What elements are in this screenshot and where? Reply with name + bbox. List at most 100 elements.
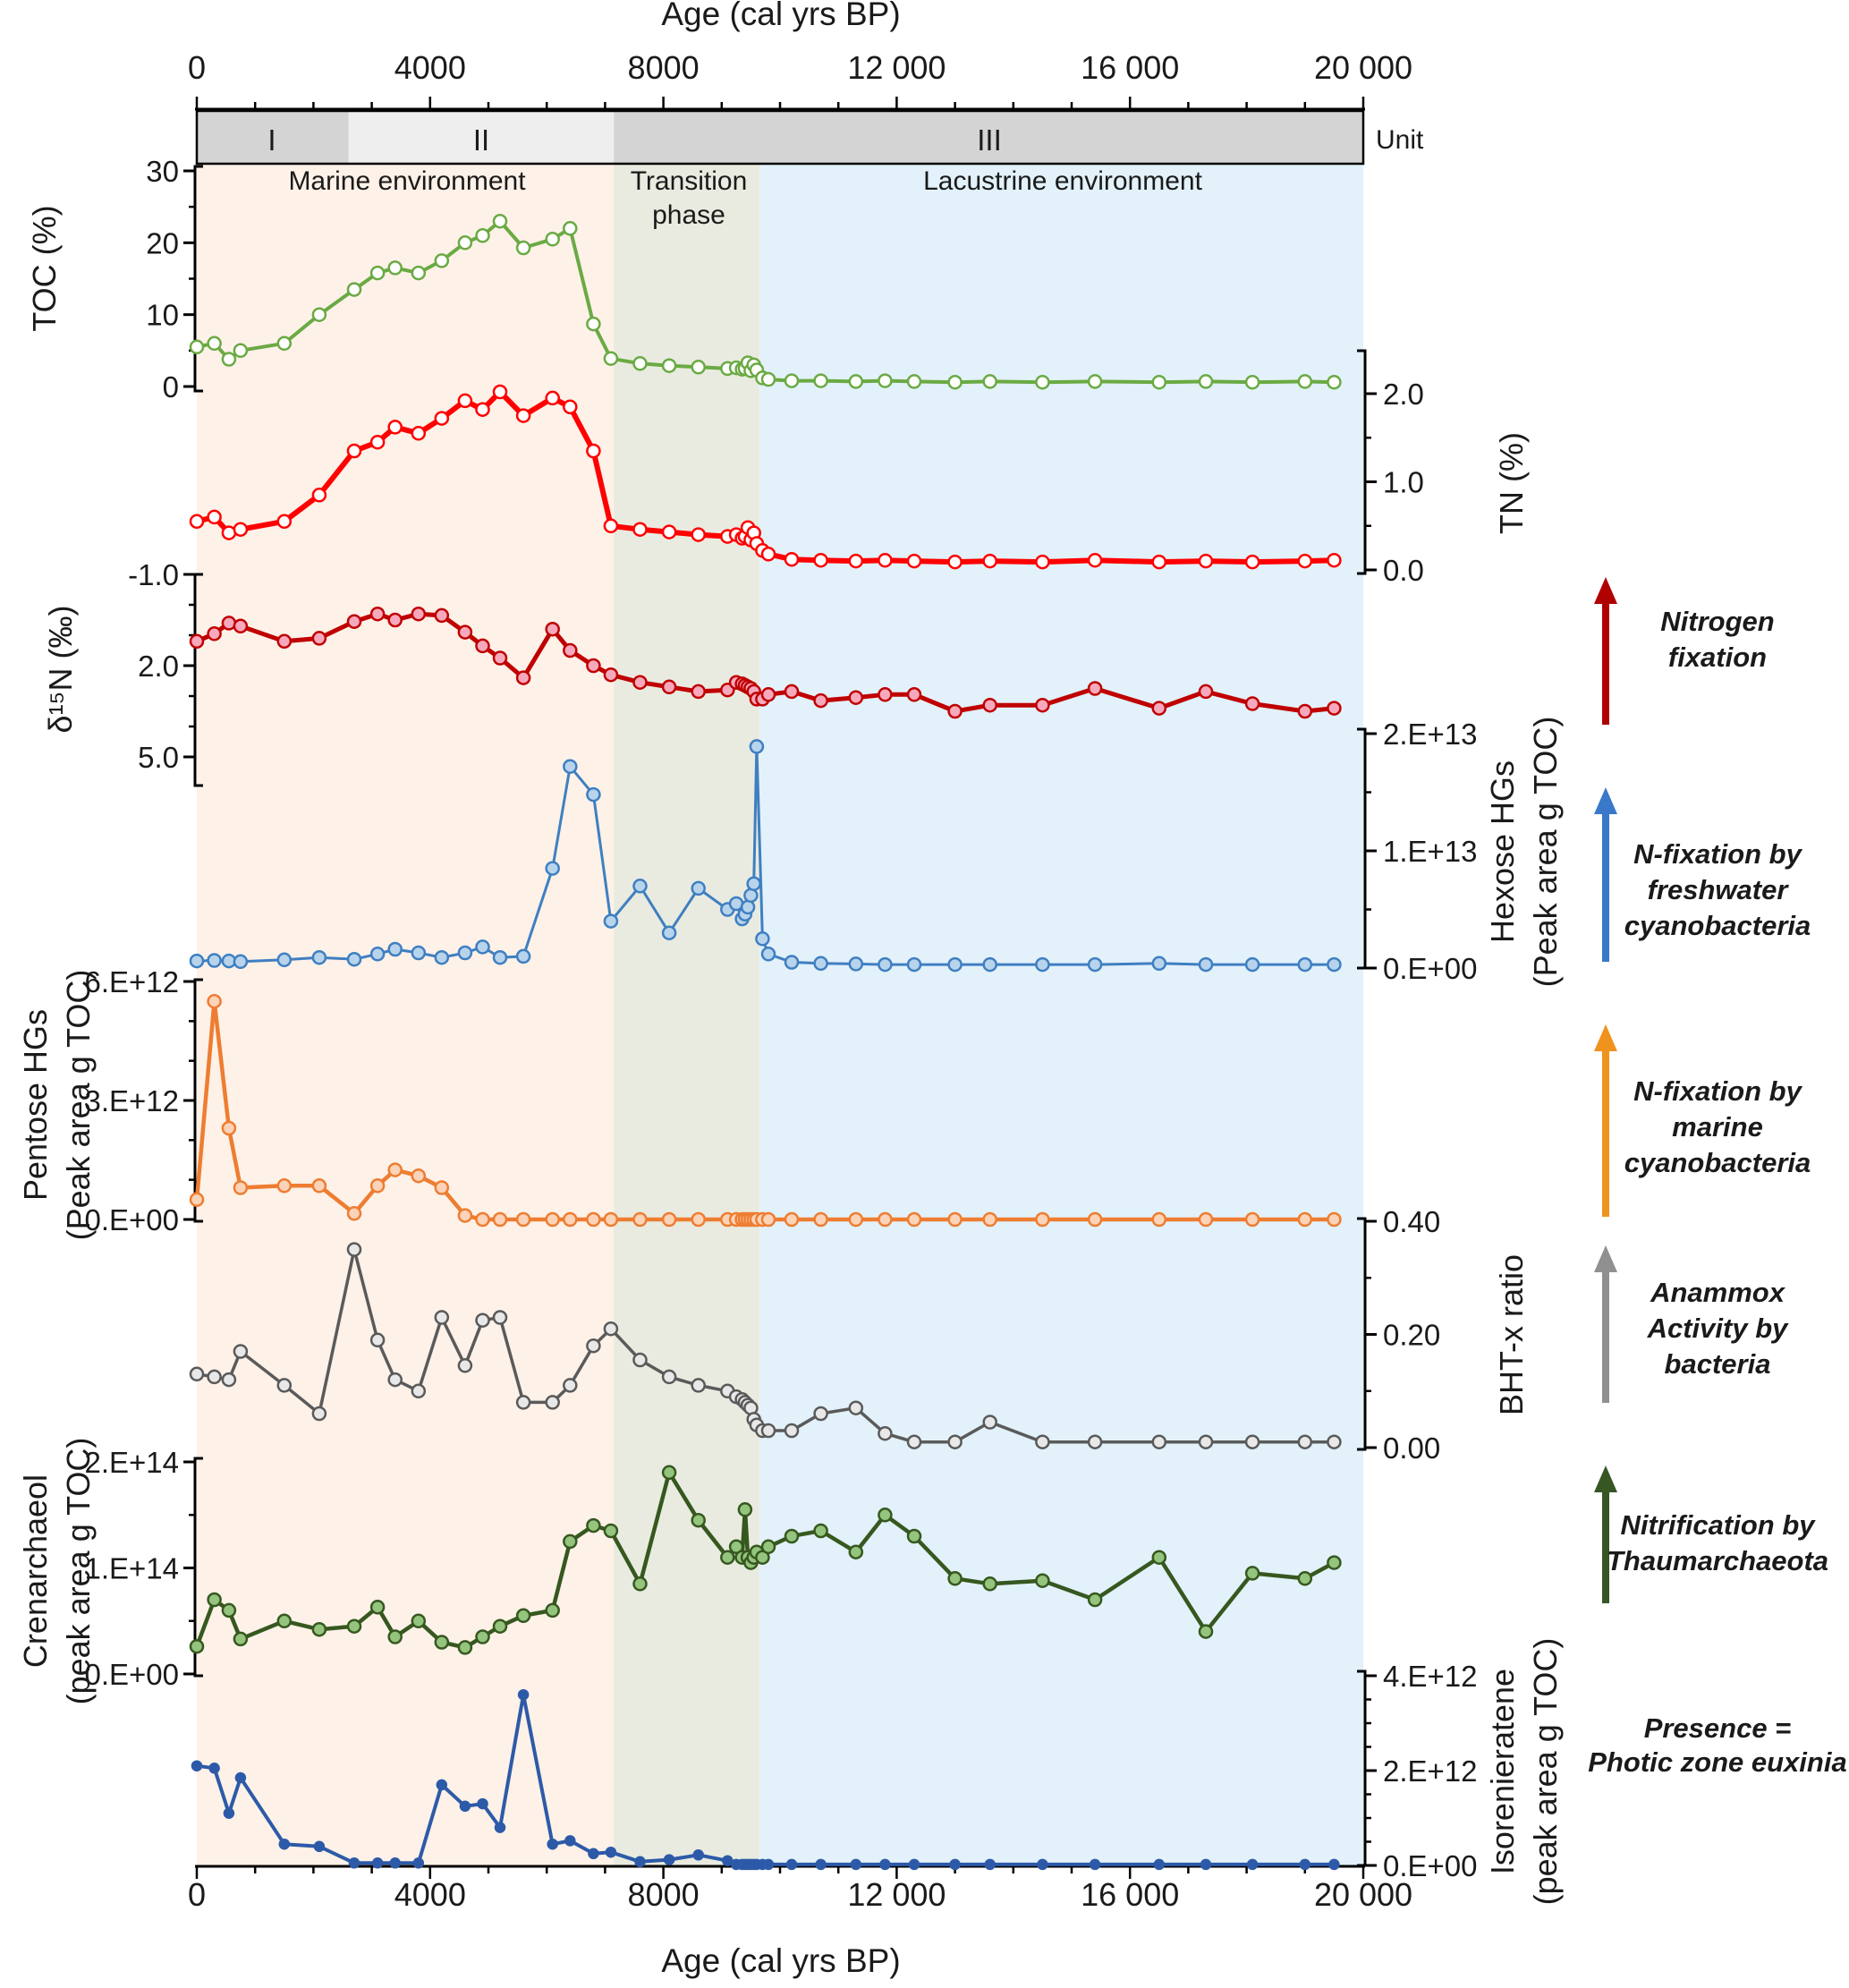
series-iso-marker (191, 1760, 203, 1771)
series-bht-marker (813, 1406, 828, 1422)
series-toc-marker (369, 265, 386, 281)
series-d15n (189, 606, 1342, 719)
series-tn-marker (311, 488, 327, 503)
series-iso-marker (547, 1838, 558, 1850)
series-pentose-marker (276, 1178, 293, 1194)
series-bht-marker (784, 1423, 800, 1439)
pentose-axis-label-line2: (Peak area g TOC) (60, 970, 97, 1241)
series-toc-marker (906, 374, 922, 389)
series-hexose-marker (1327, 956, 1342, 973)
series-d15n-marker (661, 679, 677, 695)
series-hexose-marker (457, 945, 473, 961)
series-toc-marker (387, 260, 403, 276)
series-pentose-marker (207, 993, 222, 1009)
series-cren-marker (813, 1523, 828, 1539)
series-hexose-marker (515, 948, 531, 964)
series-d15n-marker (586, 658, 601, 674)
series-toc-marker (982, 374, 997, 389)
series-hexose-marker (475, 939, 490, 955)
series-d15n-marker (632, 675, 648, 690)
series-toc-marker (563, 221, 578, 236)
series-cren-marker (1087, 1592, 1103, 1608)
series-pentose-marker (878, 1211, 893, 1228)
x-tick-label: 8000 (628, 49, 700, 86)
unit-zone-0 (197, 111, 349, 164)
annotation-anammox-line2: Activity by (1647, 1313, 1790, 1344)
x-tick-label: 20 000 (1314, 1876, 1412, 1913)
d15n-tick-label: 2.0 (138, 650, 179, 683)
series-toc-marker (947, 374, 963, 390)
series-cren-marker (906, 1528, 922, 1544)
annotation-nfix-freshwater-line1: N-fixation by (1633, 838, 1802, 870)
series-pentose-marker (189, 1192, 205, 1208)
env-zone-0 (197, 164, 615, 1866)
series-tn-marker (475, 402, 490, 417)
series-bht-marker (586, 1338, 601, 1354)
series-iso-marker (722, 1855, 734, 1866)
pentose-tick-label: 6.E+12 (84, 965, 179, 998)
series-pentose-marker (563, 1211, 578, 1228)
series-toc-marker (207, 336, 222, 352)
series-pentose-marker (603, 1211, 619, 1228)
series-cren-marker (563, 1533, 578, 1550)
series-iso-marker (605, 1846, 617, 1858)
unit-zone-III-label: III (977, 123, 1002, 157)
series-cren-marker (947, 1571, 963, 1586)
series-tn-marker (848, 553, 864, 569)
cren-tick-label: 2.E+14 (84, 1446, 179, 1479)
nfix-marine-up-arrow-icon (1594, 1024, 1617, 1217)
env-label-lacustrine: Lacustrine environment (923, 166, 1203, 196)
series-cren-marker (221, 1602, 237, 1618)
series-hexose-marker (411, 945, 427, 961)
series-bht (189, 1242, 1342, 1449)
series-hexose-marker (1087, 956, 1103, 973)
series-toc-marker (813, 373, 828, 388)
series-hexose-marker (586, 786, 601, 803)
series-tn-marker (276, 514, 293, 530)
x-tick-label: 4000 (394, 49, 466, 86)
series-iso-marker (389, 1857, 401, 1869)
series-bht-marker (221, 1372, 237, 1388)
series-iso-marker (459, 1800, 471, 1813)
series-hexose-marker (691, 880, 706, 896)
env-zone-2 (759, 164, 1363, 1866)
series-tn-marker (457, 393, 473, 409)
series-cren-marker (492, 1618, 508, 1634)
series-iso-marker (278, 1838, 291, 1850)
series-tn-marker (545, 390, 560, 406)
series-tn-marker (346, 443, 362, 459)
series-iso-marker (517, 1688, 530, 1701)
series-cren-marker (603, 1523, 619, 1539)
series-toc-marker (515, 240, 531, 256)
series-pentose-marker (982, 1211, 997, 1228)
series-bht-marker (906, 1434, 922, 1449)
series-hexose-marker (813, 956, 828, 972)
background-zones (195, 109, 1365, 1866)
series-tn-marker (982, 553, 997, 569)
series-iso-marker (588, 1848, 599, 1860)
series-toc-marker (1297, 374, 1313, 389)
series-iso-marker (348, 1857, 360, 1869)
series-toc-marker (760, 371, 776, 387)
series-cren-marker (760, 1539, 776, 1555)
series-hexose-marker (434, 949, 450, 965)
series-tn-marker (515, 408, 531, 423)
annotation-anammox-line3: bacteria (1665, 1348, 1771, 1380)
series-d15n-marker (760, 687, 776, 702)
annotation-nitrogen-fixation-line1: Nitrogen (1660, 606, 1774, 637)
x-tick-label: 16 000 (1081, 49, 1179, 86)
series-tn-marker (760, 547, 776, 562)
x-tick-label: 8000 (628, 1876, 700, 1913)
series-pentose-marker (233, 1180, 249, 1195)
series-pentose-marker (1297, 1211, 1313, 1228)
x-tick-label: 20 000 (1314, 49, 1412, 86)
series-pentose-marker (848, 1211, 864, 1228)
toc-tick-label: 10 (146, 299, 179, 332)
series-tn-marker (434, 411, 450, 426)
series-d15n-marker (947, 703, 963, 719)
series-bht-marker (632, 1352, 648, 1368)
series-hexose-marker (784, 955, 800, 970)
series-hexose (189, 739, 1342, 973)
series-tn-marker (878, 552, 893, 568)
toc-tick-label: 20 (146, 226, 179, 259)
